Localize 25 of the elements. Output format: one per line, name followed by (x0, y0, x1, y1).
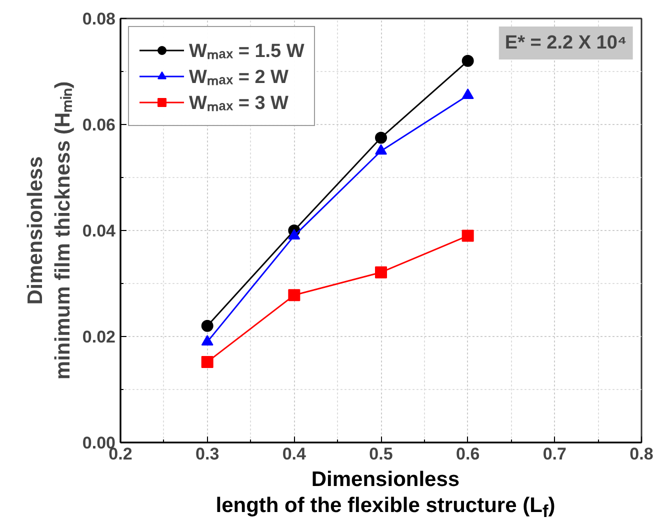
x-tick-label: 0.5 (369, 444, 393, 464)
x-tick-label: 0.8 (630, 444, 654, 464)
x-tick-label: 0.6 (456, 444, 480, 464)
y-axis-title: Dimensionless minimum film thickness (Hₘᵢₙ) (24, 81, 74, 380)
point (288, 289, 300, 302)
y-tick-label: 0.02 (82, 328, 116, 346)
x-tick-label: 0.4 (282, 444, 307, 464)
point (375, 266, 387, 278)
point (462, 88, 474, 100)
annotation: E* = 2.2 X 10⁴ (504, 32, 627, 54)
point (462, 54, 474, 67)
y-tick-label: 0.08 (82, 10, 116, 28)
legend-label: Wₘₐₓ = 1.5 W (189, 40, 304, 63)
x-tick-label: 0.7 (542, 444, 566, 464)
y-tick-label: 0.04 (82, 222, 116, 240)
x-tick-label: 0.3 (196, 444, 220, 464)
point (201, 320, 214, 332)
legend-label: Wₘₐₓ = 2 W (189, 66, 288, 89)
point (462, 230, 474, 242)
legend-label: Wₘₐₓ = 3 W (189, 92, 288, 115)
point (201, 356, 214, 368)
point (375, 144, 387, 155)
x-axis-title: Dimensionless length of the flexible structure (L$_{f}$) (214, 467, 556, 524)
point (375, 132, 387, 144)
y-tick-label: 0.06 (82, 116, 116, 134)
